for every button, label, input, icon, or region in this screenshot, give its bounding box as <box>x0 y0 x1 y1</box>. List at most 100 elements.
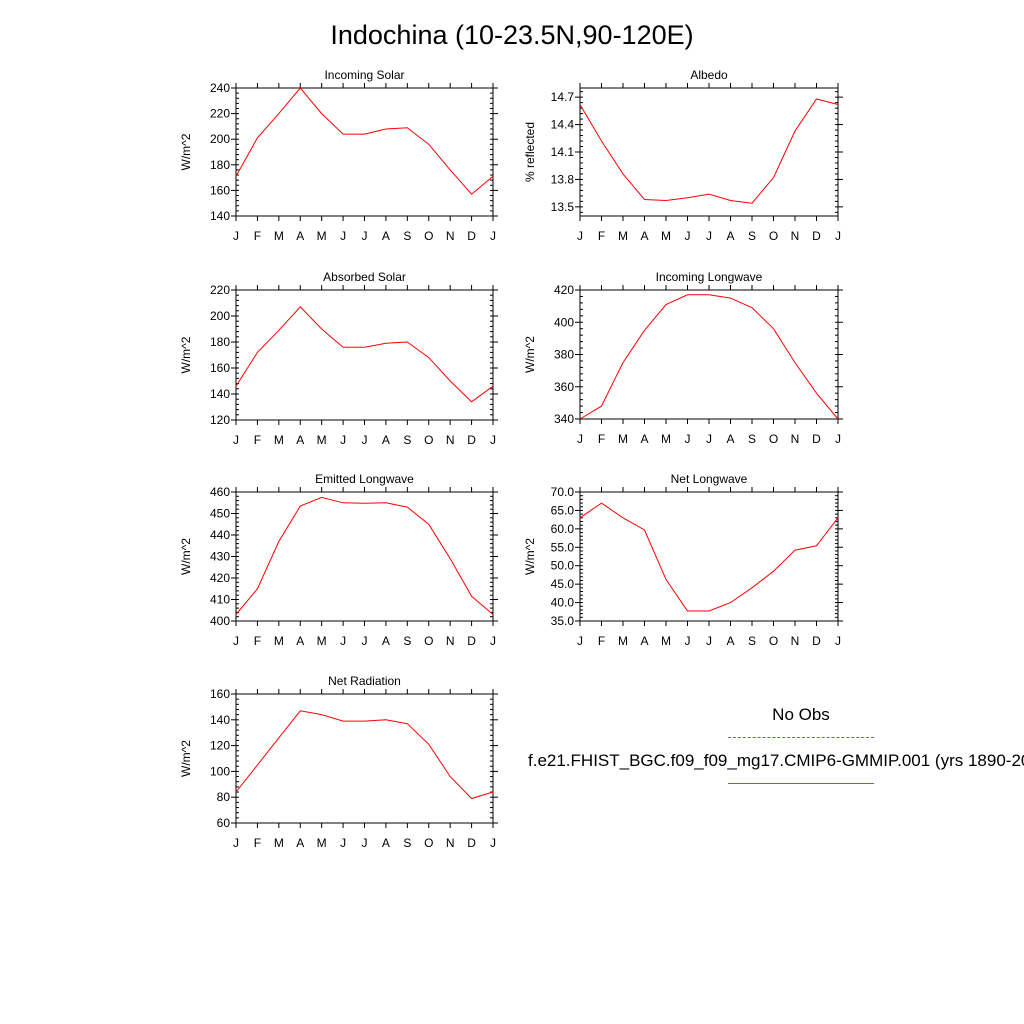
x-tick-label: J <box>362 836 368 850</box>
x-tick-label: J <box>362 229 368 243</box>
plot-frame <box>235 87 494 217</box>
series-line <box>235 496 494 615</box>
x-tick-label: J <box>233 433 239 447</box>
x-tick-label: A <box>726 634 734 648</box>
x-tick-label: M <box>317 229 327 243</box>
y-tick-label: 100 <box>210 764 230 778</box>
y-tick-label: 65.0 <box>551 503 575 517</box>
x-tick-label: O <box>769 432 778 446</box>
x-tick-label: A <box>382 433 390 447</box>
x-tick-label: A <box>382 634 390 648</box>
x-tick-label: J <box>577 634 583 648</box>
y-tick-label: 140 <box>210 209 230 223</box>
y-tick-label: 450 <box>210 507 230 521</box>
page-title: Indochina (10-23.5N,90-120E) <box>330 20 694 50</box>
series-line <box>235 87 494 195</box>
y-tick-label: 200 <box>210 132 230 146</box>
x-tick-label: A <box>296 433 304 447</box>
chart-title: Albedo <box>690 68 728 82</box>
x-tick-label: D <box>812 432 821 446</box>
x-tick-label: A <box>726 229 734 243</box>
plot-frame <box>579 289 839 420</box>
y-tick-label: 160 <box>210 687 230 701</box>
x-tick-label: O <box>424 433 433 447</box>
x-tick-label: M <box>274 433 284 447</box>
x-tick-label: M <box>274 634 284 648</box>
y-tick-label: 180 <box>210 158 230 172</box>
y-axis-label: W/m^2 <box>179 538 193 575</box>
x-tick-label: F <box>598 634 605 648</box>
x-tick-label: D <box>467 836 476 850</box>
x-tick-label: J <box>706 432 712 446</box>
series-line <box>235 710 494 800</box>
y-tick-label: 140 <box>210 387 230 401</box>
x-tick-label: J <box>362 634 368 648</box>
y-tick-label: 360 <box>554 380 574 394</box>
chart-title: Absorbed Solar <box>323 270 406 284</box>
x-tick-label: J <box>340 433 346 447</box>
y-tick-label: 180 <box>210 335 230 349</box>
x-tick-label: O <box>769 634 778 648</box>
x-tick-label: N <box>446 836 455 850</box>
x-tick-label: J <box>706 634 712 648</box>
plot-frame <box>579 87 839 217</box>
x-tick-label: J <box>490 229 496 243</box>
x-tick-label: A <box>640 432 648 446</box>
x-tick-label: M <box>618 432 628 446</box>
x-tick-label: J <box>233 836 239 850</box>
x-tick-label: J <box>685 634 691 648</box>
y-tick-label: 80 <box>217 790 231 804</box>
legend-obs-label: No Obs <box>772 705 830 724</box>
y-tick-label: 140 <box>210 713 230 727</box>
x-tick-label: S <box>748 634 756 648</box>
chart-title: Incoming Solar <box>324 68 404 82</box>
x-tick-label: D <box>467 229 476 243</box>
y-tick-label: 410 <box>210 593 230 607</box>
x-tick-label: O <box>424 634 433 648</box>
y-axis-label: W/m^2 <box>179 133 193 170</box>
x-tick-label: J <box>835 634 841 648</box>
x-tick-label: A <box>296 836 304 850</box>
x-tick-label: D <box>467 634 476 648</box>
y-axis-label: % reflected <box>523 122 537 182</box>
chart-title: Emitted Longwave <box>315 472 414 486</box>
x-tick-label: J <box>835 229 841 243</box>
y-tick-label: 55.0 <box>551 540 575 554</box>
x-tick-label: J <box>362 433 368 447</box>
y-tick-label: 14.1 <box>551 145 575 159</box>
series-line <box>235 306 494 403</box>
x-tick-label: F <box>254 433 261 447</box>
x-tick-label: O <box>424 836 433 850</box>
y-tick-label: 60 <box>217 816 231 830</box>
x-tick-label: M <box>661 229 671 243</box>
y-tick-label: 430 <box>210 550 230 564</box>
x-tick-label: J <box>340 634 346 648</box>
x-tick-label: F <box>254 634 261 648</box>
x-tick-label: M <box>317 634 327 648</box>
y-tick-label: 50.0 <box>551 559 575 573</box>
x-tick-label: J <box>340 229 346 243</box>
x-tick-label: O <box>424 229 433 243</box>
x-tick-label: J <box>706 229 712 243</box>
y-tick-label: 13.8 <box>551 172 575 186</box>
x-tick-label: J <box>685 432 691 446</box>
y-tick-label: 60.0 <box>551 522 575 536</box>
x-tick-label: S <box>403 634 411 648</box>
y-axis-label: W/m^2 <box>523 336 537 373</box>
x-tick-label: J <box>490 836 496 850</box>
x-tick-label: J <box>490 433 496 447</box>
legend-obs-line <box>728 737 874 738</box>
x-tick-label: J <box>233 634 239 648</box>
chart-title: Net Radiation <box>328 674 401 688</box>
x-tick-label: N <box>446 634 455 648</box>
x-tick-label: D <box>812 634 821 648</box>
x-tick-label: J <box>233 229 239 243</box>
x-tick-label: S <box>748 432 756 446</box>
x-tick-label: N <box>791 634 800 648</box>
y-tick-label: 460 <box>210 485 230 499</box>
x-tick-label: N <box>446 229 455 243</box>
x-tick-label: A <box>726 432 734 446</box>
x-tick-label: J <box>490 634 496 648</box>
y-tick-label: 220 <box>210 283 230 297</box>
y-tick-label: 240 <box>210 81 230 95</box>
